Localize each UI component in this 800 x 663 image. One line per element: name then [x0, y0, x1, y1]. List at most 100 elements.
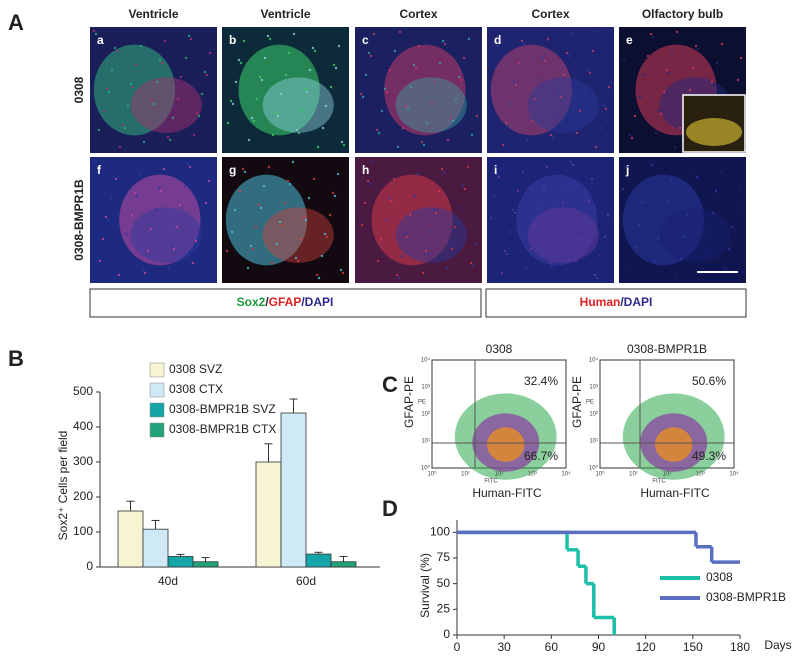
tick-label: 10¹ — [589, 439, 598, 445]
micrograph-speck — [143, 271, 147, 275]
micrograph-speck — [575, 131, 579, 135]
micrograph — [487, 157, 614, 283]
y-tick-label: 25 — [437, 602, 451, 616]
micrograph-speck — [569, 160, 573, 164]
micrograph-speck — [371, 160, 375, 164]
micrograph-speck — [730, 225, 734, 229]
micrograph-speck — [251, 247, 255, 251]
micrograph-speck — [130, 213, 134, 217]
micrograph-speck — [408, 213, 412, 217]
x-tick-label: 150 — [683, 640, 703, 654]
micrograph-speck — [102, 109, 106, 113]
image-label: c — [362, 33, 369, 47]
micrograph-speck — [422, 143, 426, 147]
micrograph-speck — [341, 271, 345, 275]
micrograph-speck — [229, 99, 233, 103]
micrograph-speck — [543, 59, 547, 63]
micrograph-speck — [686, 85, 690, 89]
micrograph-speck — [463, 187, 467, 191]
micrograph-speck — [196, 242, 200, 246]
micrograph-signal — [130, 77, 202, 133]
micrograph-speck — [736, 78, 740, 82]
micrograph-speck — [630, 136, 634, 140]
x-tick-label: 30 — [497, 640, 511, 654]
micrograph-speck — [230, 230, 234, 234]
micrograph-speck — [284, 73, 288, 77]
micrograph-speck — [657, 109, 661, 113]
micrograph-speck — [204, 201, 208, 205]
tick-label: 10² — [589, 412, 598, 418]
quadrant-percent: 49.3% — [692, 449, 726, 463]
micrograph-speck — [311, 46, 315, 50]
micrograph-speck — [317, 276, 321, 280]
column-header: Cortex — [531, 7, 569, 21]
micrograph-speck — [377, 131, 381, 135]
micrograph-speck — [646, 54, 650, 58]
micrograph-signal — [225, 174, 308, 266]
micrograph-speck — [287, 51, 291, 55]
micrograph-speck — [375, 128, 379, 132]
micrograph-signal — [395, 207, 467, 263]
micrograph-speck — [172, 247, 176, 251]
micrograph-speck — [546, 37, 550, 41]
micrograph-speck — [634, 245, 638, 249]
micrograph-speck — [673, 145, 677, 149]
micrograph-speck — [534, 228, 538, 232]
micrograph-speck — [359, 92, 363, 96]
legend-swatch — [149, 362, 165, 378]
micrograph-speck — [262, 184, 266, 188]
micrograph-speck — [295, 128, 299, 132]
micrograph-speck — [511, 208, 515, 212]
micrograph-speck — [163, 39, 167, 43]
image-label: d — [494, 33, 501, 47]
micrograph-speck — [334, 66, 338, 70]
panel-label: C — [382, 372, 398, 397]
micrograph-speck — [315, 273, 319, 277]
micrograph-speck — [263, 56, 267, 60]
micrograph-speck — [117, 273, 121, 277]
micrograph-speck — [324, 104, 328, 108]
micrograph-speck — [602, 104, 606, 108]
micrograph-speck — [307, 196, 311, 200]
micrograph-speck — [598, 254, 602, 258]
micrograph-speck — [313, 49, 317, 53]
micrograph-speck — [542, 187, 546, 191]
micrograph-speck — [184, 56, 188, 60]
micrograph-speck — [720, 42, 724, 46]
micrograph-speck — [154, 208, 158, 212]
micrograph-speck — [383, 87, 387, 91]
y-tick-label: 50 — [437, 576, 451, 590]
tick-label: 10¹ — [629, 472, 638, 478]
micrograph-speck — [266, 34, 270, 38]
micrograph-speck — [106, 218, 110, 222]
micrograph-speck — [458, 206, 462, 210]
micrograph-speck — [147, 121, 151, 125]
micrograph-speck — [208, 51, 212, 55]
micrograph-speck — [288, 182, 292, 186]
legend-swatch — [149, 402, 165, 418]
micrograph-speck — [640, 201, 644, 205]
micrograph-speck — [406, 107, 410, 111]
micrograph-speck — [302, 215, 306, 219]
micrograph-speck — [537, 206, 541, 210]
tick-label: 10⁰ — [427, 471, 437, 478]
x-tick-label: 40d — [158, 574, 178, 588]
micrograph-speck — [570, 32, 574, 36]
micrograph-signal — [238, 44, 320, 136]
micrograph-speck — [189, 37, 193, 41]
micrograph-speck — [160, 61, 164, 65]
quadrant-percent: 50.6% — [692, 374, 726, 388]
micrograph-speck — [113, 46, 117, 50]
image-label: h — [362, 163, 369, 177]
micrograph-speck — [727, 247, 731, 251]
micrograph-speck — [299, 237, 303, 241]
micrograph-speck — [114, 177, 118, 181]
micrograph-speck — [454, 97, 458, 101]
tick-label: 10⁰ — [589, 465, 599, 472]
micrograph-speck — [135, 194, 139, 198]
micrograph-speck — [176, 97, 180, 101]
micrograph-speck — [716, 192, 720, 196]
micrograph-speck — [540, 184, 544, 188]
micrograph-speck — [596, 30, 600, 34]
micrograph-speck — [675, 30, 679, 34]
